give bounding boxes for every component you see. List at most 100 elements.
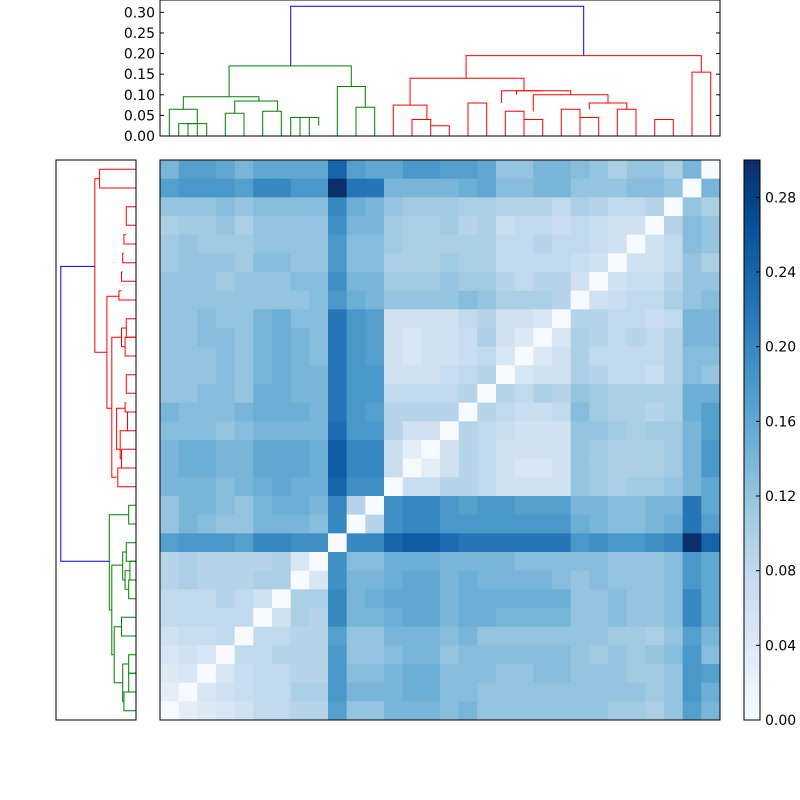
heatmap-cell [253, 197, 273, 217]
heatmap-cell [309, 216, 329, 236]
heatmap-cell [664, 533, 684, 553]
heatmap-cell [178, 533, 198, 553]
heatmap-cell [440, 328, 460, 348]
heatmap-cell [477, 477, 497, 497]
heatmap-cell [160, 216, 180, 236]
heatmap-cell [160, 701, 180, 721]
heatmap-cell [458, 477, 478, 497]
heatmap-cell [253, 421, 273, 441]
heatmap-cell [197, 384, 217, 404]
heatmap-cell [458, 402, 478, 422]
heatmap-cell [589, 552, 609, 572]
heatmap-cell [160, 309, 180, 329]
heatmap-cell [197, 570, 217, 590]
heatmap-cell [290, 253, 310, 273]
heatmap-cell [290, 197, 310, 217]
heatmap-cell [701, 570, 721, 590]
heatmap-cell [477, 234, 497, 254]
dendrogram-link [124, 402, 136, 413]
dendrogram-link [116, 407, 126, 450]
heatmap-cell [272, 458, 292, 478]
heatmap-cell [458, 178, 478, 198]
heatmap-cell [309, 645, 329, 665]
heatmap-cell [346, 701, 366, 721]
top-dendrogram-tick-label: 0.30 [124, 5, 155, 21]
heatmap-cell [458, 290, 478, 310]
heatmap-cell [421, 440, 441, 460]
heatmap-cell [290, 552, 310, 572]
heatmap-cell [664, 346, 684, 366]
heatmap-cell [197, 234, 217, 254]
heatmap-cell [701, 552, 721, 572]
heatmap-cell [496, 328, 516, 348]
heatmap-cell [216, 384, 236, 404]
top-dendrogram-frame [159, 0, 721, 137]
heatmap-cell [160, 626, 180, 646]
heatmap-cell [533, 309, 553, 329]
heatmap-cell [384, 197, 404, 217]
heatmap-cell [402, 626, 422, 646]
heatmap-cell [402, 458, 422, 478]
heatmap-cell [346, 197, 366, 217]
heatmap-cell [402, 253, 422, 273]
heatmap-cell [328, 197, 348, 217]
heatmap-cell [626, 608, 646, 628]
heatmap-cell [477, 664, 497, 684]
heatmap-cell [197, 216, 217, 236]
heatmap-cell [384, 160, 404, 180]
heatmap-cell [253, 440, 273, 460]
heatmap-cell [402, 645, 422, 665]
heatmap-cell [253, 496, 273, 516]
heatmap-cell [682, 458, 702, 478]
heatmap-cell [496, 496, 516, 516]
heatmap-cell [216, 178, 236, 198]
heatmap-cell [365, 477, 385, 497]
heatmap-cell [533, 421, 553, 441]
heatmap-cell [421, 608, 441, 628]
heatmap-cell [440, 365, 460, 385]
heatmap-cell [328, 290, 348, 310]
heatmap-cell [645, 197, 665, 217]
dendrogram-link [516, 90, 572, 95]
heatmap-cell [160, 402, 180, 422]
heatmap-cell [496, 234, 516, 254]
heatmap-cell [496, 402, 516, 422]
heatmap-cell [477, 514, 497, 534]
heatmap-cell [608, 664, 628, 684]
heatmap-cell [570, 701, 590, 721]
heatmap-cell [626, 197, 646, 217]
heatmap-cell [701, 701, 721, 721]
heatmap-cell [328, 178, 348, 198]
heatmap-cell [589, 458, 609, 478]
heatmap-cell [365, 234, 385, 254]
heatmap-cell [253, 682, 273, 702]
heatmap-cell [664, 570, 684, 590]
heatmap-cell [458, 645, 478, 665]
heatmap-cell [496, 216, 516, 236]
heatmap-cell [496, 365, 516, 385]
heatmap-cell [178, 608, 198, 628]
dendrogram-link [128, 654, 136, 674]
heatmap-cell [421, 421, 441, 441]
heatmap-cell [496, 645, 516, 665]
heatmap-cell [178, 440, 198, 460]
heatmap-cell [626, 272, 646, 292]
heatmap-cell [328, 216, 348, 236]
heatmap-cell [346, 589, 366, 609]
heatmap-cell [365, 290, 385, 310]
heatmap-cell [421, 570, 441, 590]
heatmap-cell [197, 589, 217, 609]
heatmap-cell [552, 440, 572, 460]
heatmap-cell [589, 477, 609, 497]
heatmap-cell [253, 533, 273, 553]
heatmap-cell [645, 552, 665, 572]
heatmap-cell [178, 626, 198, 646]
heatmap-cell [645, 682, 665, 702]
dendrogram-link [128, 672, 136, 693]
heatmap-cell [458, 421, 478, 441]
heatmap-cell [458, 533, 478, 553]
heatmap-cell [440, 552, 460, 572]
heatmap-cell [701, 309, 721, 329]
heatmap-cell [440, 682, 460, 702]
heatmap-cell [701, 645, 721, 665]
